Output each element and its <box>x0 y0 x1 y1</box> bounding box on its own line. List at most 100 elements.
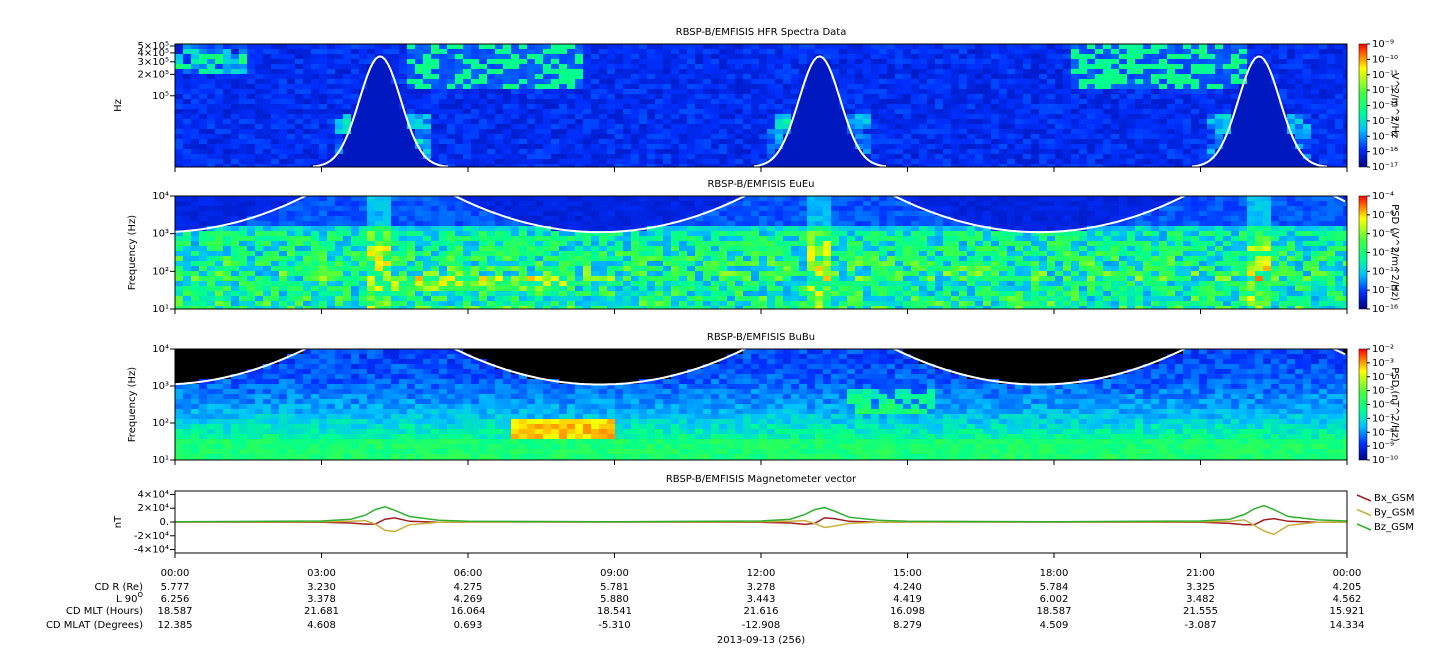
spectrogram-cell <box>1159 144 1168 150</box>
spectrogram-cell <box>839 154 848 160</box>
spectrogram-cell <box>1327 134 1336 140</box>
spectrogram-cell <box>919 109 928 115</box>
spectrogram-cell <box>287 84 296 90</box>
spectrogram-cell <box>175 149 184 155</box>
spectrogram-cell <box>463 276 472 282</box>
spectrogram-cell <box>463 201 472 207</box>
spectrogram-cell <box>903 44 912 50</box>
spectrogram-cell <box>343 286 352 292</box>
spectrogram-cell <box>599 99 608 105</box>
spectrogram-cell <box>799 109 808 115</box>
spectrogram-cell <box>495 306 504 309</box>
spectrogram-cell <box>831 164 840 167</box>
spectrogram-cell <box>271 226 280 232</box>
spectrogram-cell <box>943 94 952 100</box>
spectrogram-cell <box>335 206 344 212</box>
spectrogram-cell <box>607 164 616 167</box>
spectrogram-cell <box>759 159 768 165</box>
spectrogram-cell <box>1287 99 1296 105</box>
spectrogram-cell <box>631 44 640 50</box>
spectrogram-cell <box>439 246 448 252</box>
spectrogram-cell <box>735 119 744 125</box>
spectrogram-cell <box>975 149 984 155</box>
spectrogram-cell <box>815 164 824 167</box>
spectrogram-cell <box>639 54 648 60</box>
spectrogram-cell <box>1127 99 1136 105</box>
spectrogram-cell <box>1159 154 1168 160</box>
spectrogram-cell <box>519 54 528 60</box>
spectrogram-cell <box>751 44 760 50</box>
spectrogram-cell <box>695 99 704 105</box>
spectrogram-cell <box>191 104 200 110</box>
spectrogram-cell <box>327 149 336 155</box>
spectrogram-cell <box>415 251 424 257</box>
spectrogram-cell <box>1279 159 1288 165</box>
spectrogram-cell <box>335 69 344 75</box>
spectrogram-cell <box>1007 159 1016 165</box>
spectrogram-cell <box>1135 119 1144 125</box>
spectrogram-cell <box>311 201 320 207</box>
spectrogram-cell <box>631 79 640 85</box>
spectrogram-cell <box>319 149 328 155</box>
spectrogram-cell <box>1047 104 1056 110</box>
spectrogram-cell <box>559 306 568 309</box>
spectrogram-cell <box>1055 114 1064 120</box>
spectrogram-cell <box>383 236 392 242</box>
spectrogram-cell <box>911 54 920 60</box>
spectrogram-cell <box>255 256 264 262</box>
spectrogram-cell <box>207 271 216 277</box>
spectrogram-cell <box>191 261 200 267</box>
spectrogram-cell <box>1087 94 1096 100</box>
spectrogram-cell <box>1327 159 1336 165</box>
spectrogram-cell <box>759 149 768 155</box>
spectrogram-cell <box>959 89 968 95</box>
spectrogram-cell <box>383 216 392 222</box>
spectrogram-cell <box>175 44 184 50</box>
spectrogram-cell <box>1063 109 1072 115</box>
spectrogram-cell <box>1079 89 1088 95</box>
spectrogram-cell <box>1103 49 1112 55</box>
spectrogram-cell <box>255 149 264 155</box>
spectrogram-cell <box>407 154 416 160</box>
spectrogram-cell <box>1159 79 1168 85</box>
spectrogram-cell <box>615 69 624 75</box>
spectrogram-cell <box>423 261 432 267</box>
spectrogram-cell <box>983 94 992 100</box>
spectrogram-cell <box>343 241 352 247</box>
spectrogram-cell <box>431 134 440 140</box>
spectrogram-cell <box>1183 84 1192 90</box>
spectrogram-cell <box>767 84 776 90</box>
spectrogram-cell <box>263 139 272 145</box>
spectrogram-cell <box>1023 44 1032 50</box>
spectrogram-cell <box>439 251 448 257</box>
spectrogram-cell <box>1247 159 1256 165</box>
spectrogram-cell <box>503 216 512 222</box>
y-axis-label: Hz <box>113 99 124 112</box>
spectrogram-cell <box>703 74 712 80</box>
spectrogram-cell <box>527 79 536 85</box>
spectrogram-cell <box>271 306 280 309</box>
spectrogram-cell <box>1063 54 1072 60</box>
spectrogram-cell <box>447 44 456 50</box>
spectrogram-cell <box>239 99 248 105</box>
spectrogram-cell <box>263 64 272 70</box>
spectrogram-cell <box>495 286 504 292</box>
spectrogram-cell <box>287 54 296 60</box>
spectrogram-cell <box>1023 119 1032 125</box>
spectrogram-cell <box>1175 74 1184 80</box>
spectrogram-cell <box>1095 104 1104 110</box>
spectrogram-cell <box>423 211 432 217</box>
spectrogram-cell <box>639 109 648 115</box>
spectrogram-cell <box>423 301 432 307</box>
spectrogram-cell <box>1015 129 1024 135</box>
spectrogram-cell <box>919 139 928 145</box>
spectrogram-cell <box>447 99 456 105</box>
spectrogram-cell <box>1047 154 1056 160</box>
spectrogram-cell <box>1135 124 1144 130</box>
spectrogram-cell <box>551 144 560 150</box>
spectrogram-cell <box>463 231 472 237</box>
spectrogram-cell <box>719 79 728 85</box>
spectrogram-cell <box>231 226 240 232</box>
spectrogram-cell <box>551 216 560 222</box>
spectrogram-cell <box>471 271 480 277</box>
